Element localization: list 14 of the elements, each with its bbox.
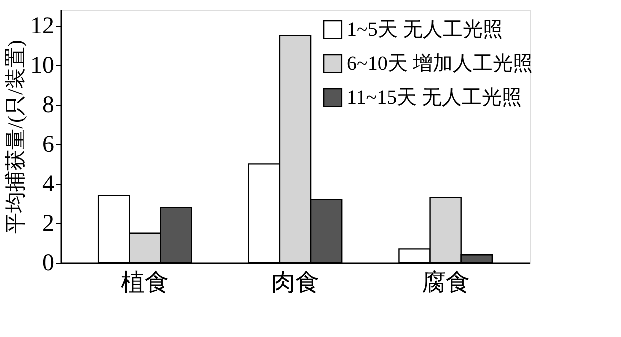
x-tick-label: 植食 [121,270,170,296]
legend-label: 6~10天 增加人工光照 [347,53,533,75]
y-tick-label: 8 [42,92,54,118]
y-tick-label: 4 [42,171,54,198]
y-tick-label: 12 [30,13,54,40]
y-tick-label: 0 [42,250,54,276]
y-tick-label: 10 [30,52,54,79]
x-tick-label: 腐食 [422,270,470,296]
y-tick-label: 6 [42,132,54,158]
legend-label: 11~15天 无人工光照 [347,87,522,109]
y-tick-label: 2 [42,210,54,237]
legend-label: 1~5天 无人工光照 [347,19,503,41]
y-axis-title: 平均捕获量/(只/装置) [4,40,28,234]
x-tick-label: 肉食 [272,270,320,296]
